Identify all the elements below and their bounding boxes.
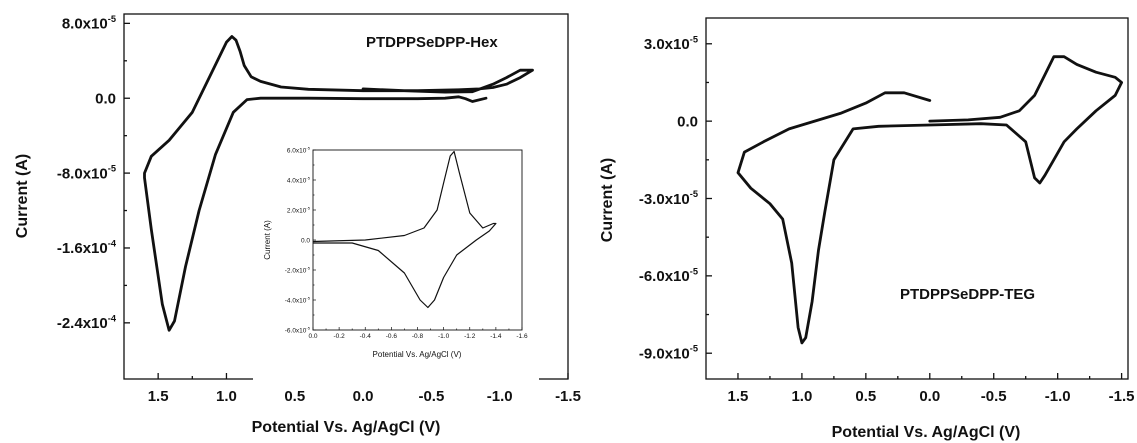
y-tick-label: 3.0x10-5 — [644, 34, 698, 53]
x-tick-label: -0.4 — [360, 333, 372, 340]
y-tick-label: -1.6x10-4 — [57, 238, 117, 257]
y-tick-label: -2.0x10-5 — [285, 265, 311, 274]
left-y-axis-label: Current (A) — [14, 154, 31, 238]
x-tick-label: -1.0 — [1045, 388, 1071, 405]
right-y-ticks: 3.0x10-5 0.0 -3.0x10-5 -6.0x10-5 -9.0x10-5 — [639, 34, 712, 362]
y-tick-label: 0.0 — [677, 113, 698, 130]
y-tick-label: -2.4x10-4 — [57, 313, 117, 332]
inset-y-axis-label: Current (A) — [263, 220, 272, 260]
x-tick-label: -1.0 — [438, 333, 450, 340]
inset-cv-curve — [312, 150, 497, 309]
x-tick-label: 0.0 — [919, 388, 940, 405]
left-x-axis-label: Potential Vs. Ag/AgCl (V) — [252, 419, 441, 436]
right-cv-curve — [736, 55, 1123, 345]
x-tick-label: -1.5 — [1109, 388, 1135, 405]
x-tick-label: -1.6 — [516, 333, 528, 340]
y-tick-label: 4.0x10-5 — [287, 175, 311, 184]
inset-chart: 6.0x10-5 4.0x10-5 2.0x10-5 0.0 -2.0x10-5 -4.0… — [253, 140, 539, 388]
y-tick-label: -6.0x10-5 — [639, 266, 698, 285]
right-chart-title: PTDPPSeDPP-TEG — [900, 286, 1035, 303]
x-tick-label: -0.2 — [334, 333, 346, 340]
left-x-ticks: 1.5 1.0 0.5 0.0 -0.5 -1.0 -1.5 — [148, 373, 581, 405]
x-tick-label: 0.5 — [284, 388, 305, 405]
x-tick-label: 1.5 — [728, 388, 749, 405]
y-tick-label: 0.0 — [301, 237, 310, 244]
x-tick-label: -1.4 — [490, 333, 502, 340]
y-tick-label: 0.0 — [95, 90, 116, 107]
x-tick-label: -1.2 — [464, 333, 476, 340]
right-plot-frame — [705, 17, 1129, 380]
chart-right: 3.0x10-5 0.0 -3.0x10-5 -6.0x10-5 -9.0x10-5 1… — [599, 17, 1135, 441]
y-tick-label: -9.0x10-5 — [639, 344, 698, 363]
inset-x-axis-label: Potential Vs. Ag/AgCl (V) — [373, 350, 462, 359]
y-tick-label: -3.0x10-5 — [639, 189, 698, 208]
right-y-axis-label: Current (A) — [599, 158, 616, 242]
x-tick-label: -0.6 — [386, 333, 398, 340]
x-tick-label: -0.5 — [418, 388, 444, 405]
x-tick-label: 0.5 — [855, 388, 876, 405]
x-tick-label: 0.0 — [308, 333, 317, 340]
x-tick-label: 0.0 — [353, 388, 374, 405]
left-y-ticks: 8.0x10-5 0.0 -8.0x10-5 -1.6x10-4 -2.4x10-4 — [57, 14, 130, 332]
right-x-axis-label: Potential Vs. Ag/AgCl (V) — [832, 424, 1021, 441]
x-tick-label: 1.0 — [216, 388, 237, 405]
left-cv-curve — [143, 35, 534, 332]
inset-background — [253, 140, 539, 388]
x-tick-label: 1.0 — [791, 388, 812, 405]
y-tick-label: 8.0x10-5 — [62, 14, 116, 33]
x-tick-label: 1.5 — [148, 388, 169, 405]
y-tick-label: 6.0x10-5 — [287, 145, 311, 154]
x-tick-label: -0.5 — [981, 388, 1007, 405]
x-tick-label: -0.8 — [412, 333, 424, 340]
inset-x-ticks: 0.0 -0.2 -0.4 -0.6 -0.8 -1.0 -1.2 -1.4 -1.6 — [308, 327, 528, 340]
right-x-ticks: 1.5 1.0 0.5 0.0 -0.5 -1.0 -1.5 — [728, 373, 1135, 405]
y-tick-label: -4.0x10-5 — [285, 295, 311, 304]
y-tick-label: 2.0x10-5 — [287, 205, 311, 214]
inset-y-ticks: 6.0x10-5 4.0x10-5 2.0x10-5 0.0 -2.0x10-5 -4.0… — [285, 145, 316, 334]
x-tick-label: -1.0 — [487, 388, 513, 405]
y-tick-label: -8.0x10-5 — [57, 164, 116, 183]
y-tick-label: -6.0x10-5 — [285, 325, 311, 334]
chart-left: 8.0x10-5 0.0 -8.0x10-5 -1.6x10-4 -2.4x10-4 1… — [14, 13, 581, 436]
x-tick-label: -1.5 — [555, 388, 581, 405]
left-chart-title: PTDPPSeDPP-Hex — [366, 34, 498, 51]
